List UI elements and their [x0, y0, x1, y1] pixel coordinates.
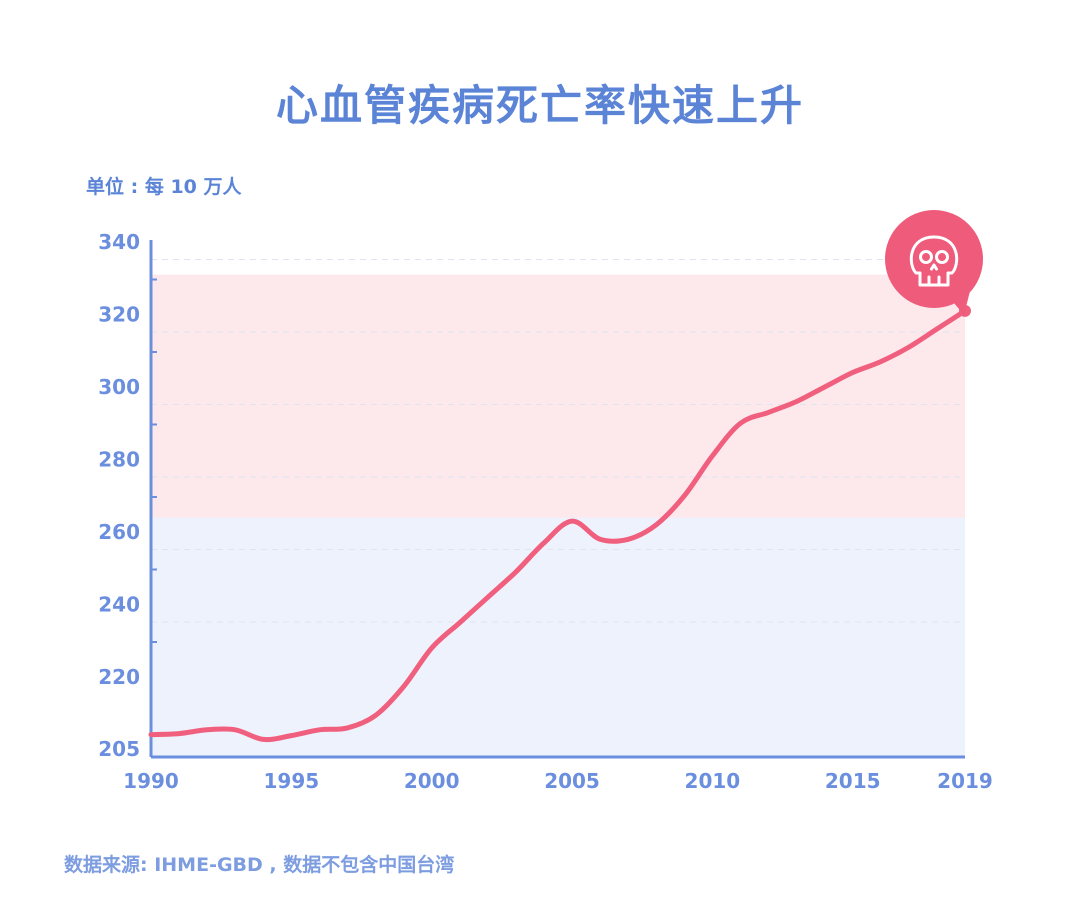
x-tick-label: 2019: [937, 769, 993, 793]
unit-label: 单位 : 每 10 万人: [86, 176, 242, 198]
band-1: [151, 274, 965, 518]
x-tick-label: 1995: [264, 769, 320, 793]
source-note: 数据来源: IHME-GBD , 数据不包含中国台湾: [64, 854, 455, 876]
gridlines: [151, 259, 965, 623]
chart-title: 心血管疾病死亡率快速上升: [275, 81, 804, 130]
x-tick-label: 2010: [685, 769, 741, 793]
y-tick-label: 240: [98, 593, 140, 617]
y-tick-label: 280: [98, 448, 140, 472]
y-tick-label: 220: [98, 665, 140, 689]
y-tick-label: 260: [98, 520, 140, 544]
y-tick-label: 340: [98, 230, 140, 254]
x-tick-label: 1990: [123, 769, 179, 793]
y-tick-label: 300: [98, 375, 140, 399]
skull-marker: [885, 210, 983, 315]
tick-labels: 205 220 240 260 280 300 320 340 1990 1995 2000 2005…: [98, 230, 993, 793]
marker-pointer: [954, 291, 970, 315]
marker-bubble: [885, 210, 983, 308]
y-tick-label: 205: [98, 737, 140, 761]
series-path: [148, 308, 968, 743]
skull-icon: [909, 235, 959, 287]
band-0: [151, 517, 965, 757]
x-tick-label: 2005: [544, 769, 600, 793]
background-bands: [151, 274, 965, 757]
axes: [149, 240, 965, 759]
y-tick-label: 320: [98, 303, 140, 327]
x-tick-label: 2000: [404, 769, 460, 793]
x-tick-label: 2015: [825, 769, 881, 793]
